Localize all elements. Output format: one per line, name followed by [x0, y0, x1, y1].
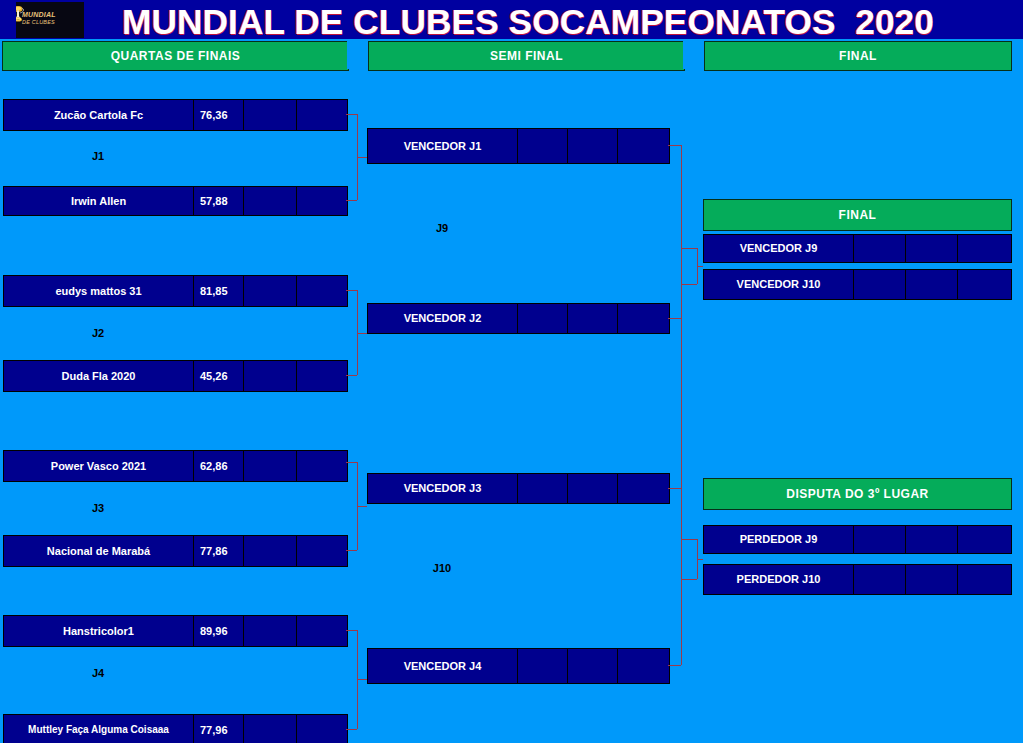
svg-text:FUT: FUT [17, 19, 20, 20]
